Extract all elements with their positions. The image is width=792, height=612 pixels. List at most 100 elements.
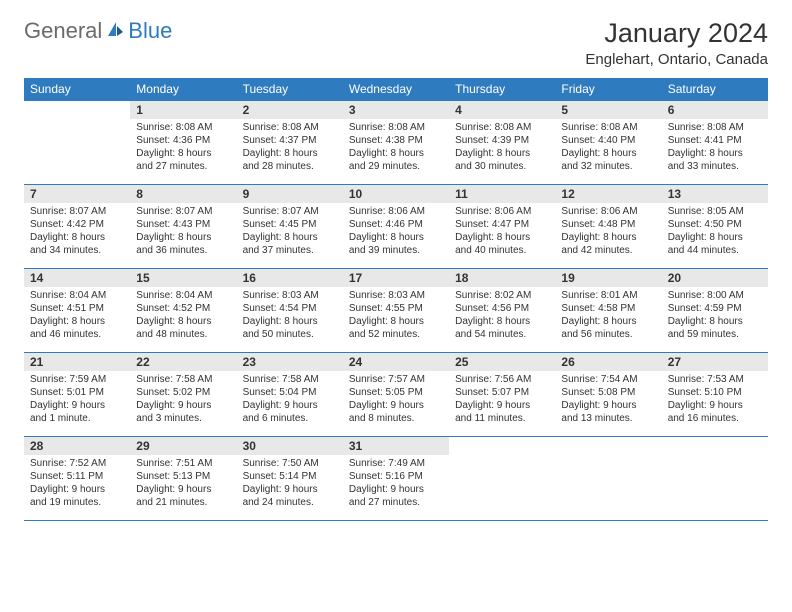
calendar-cell: 31Sunrise: 7:49 AMSunset: 5:16 PMDayligh… xyxy=(343,437,449,521)
sunset-line: Sunset: 4:50 PM xyxy=(668,218,762,231)
sunset-line: Sunset: 4:55 PM xyxy=(349,302,443,315)
sunset-line: Sunset: 5:11 PM xyxy=(30,470,124,483)
sunrise-line: Sunrise: 8:08 AM xyxy=(349,121,443,134)
day-number: 29 xyxy=(130,437,236,455)
day-details: Sunrise: 8:08 AMSunset: 4:37 PMDaylight:… xyxy=(237,119,343,175)
calendar-cell: 30Sunrise: 7:50 AMSunset: 5:14 PMDayligh… xyxy=(237,437,343,521)
sunrise-line: Sunrise: 7:59 AM xyxy=(30,373,124,386)
sunrise-line: Sunrise: 7:49 AM xyxy=(349,457,443,470)
calendar-head: SundayMondayTuesdayWednesdayThursdayFrid… xyxy=(24,78,768,101)
calendar-cell: 6Sunrise: 8:08 AMSunset: 4:41 PMDaylight… xyxy=(662,101,768,185)
daylight-line: Daylight: 8 hours and 30 minutes. xyxy=(455,147,549,173)
sunrise-line: Sunrise: 7:52 AM xyxy=(30,457,124,470)
day-number: 11 xyxy=(449,185,555,203)
sunrise-line: Sunrise: 7:58 AM xyxy=(136,373,230,386)
sunset-line: Sunset: 5:02 PM xyxy=(136,386,230,399)
day-details: Sunrise: 8:03 AMSunset: 4:55 PMDaylight:… xyxy=(343,287,449,343)
day-number: 10 xyxy=(343,185,449,203)
sunrise-line: Sunrise: 8:07 AM xyxy=(136,205,230,218)
weekday-header: Wednesday xyxy=(343,78,449,101)
day-details: Sunrise: 7:54 AMSunset: 5:08 PMDaylight:… xyxy=(555,371,661,427)
daylight-line: Daylight: 8 hours and 48 minutes. xyxy=(136,315,230,341)
calendar-cell xyxy=(662,437,768,521)
day-number: 21 xyxy=(24,353,130,371)
calendar-cell xyxy=(24,101,130,185)
day-number: 23 xyxy=(237,353,343,371)
day-number: 17 xyxy=(343,269,449,287)
sunset-line: Sunset: 4:48 PM xyxy=(561,218,655,231)
location: Englehart, Ontario, Canada xyxy=(585,51,768,68)
calendar-cell: 12Sunrise: 8:06 AMSunset: 4:48 PMDayligh… xyxy=(555,185,661,269)
day-number: 30 xyxy=(237,437,343,455)
sunrise-line: Sunrise: 8:08 AM xyxy=(243,121,337,134)
day-number: 24 xyxy=(343,353,449,371)
day-details: Sunrise: 8:02 AMSunset: 4:56 PMDaylight:… xyxy=(449,287,555,343)
calendar-cell: 7Sunrise: 8:07 AMSunset: 4:42 PMDaylight… xyxy=(24,185,130,269)
sunset-line: Sunset: 4:43 PM xyxy=(136,218,230,231)
calendar-cell: 8Sunrise: 8:07 AMSunset: 4:43 PMDaylight… xyxy=(130,185,236,269)
daylight-line: Daylight: 9 hours and 6 minutes. xyxy=(243,399,337,425)
calendar-cell: 29Sunrise: 7:51 AMSunset: 5:13 PMDayligh… xyxy=(130,437,236,521)
sunrise-line: Sunrise: 8:04 AM xyxy=(30,289,124,302)
calendar-cell xyxy=(449,437,555,521)
sunset-line: Sunset: 4:52 PM xyxy=(136,302,230,315)
daylight-line: Daylight: 8 hours and 50 minutes. xyxy=(243,315,337,341)
calendar-table: SundayMondayTuesdayWednesdayThursdayFrid… xyxy=(24,78,768,521)
sunrise-line: Sunrise: 7:50 AM xyxy=(243,457,337,470)
day-details: Sunrise: 8:06 AMSunset: 4:48 PMDaylight:… xyxy=(555,203,661,259)
sunset-line: Sunset: 5:01 PM xyxy=(30,386,124,399)
daylight-line: Daylight: 8 hours and 56 minutes. xyxy=(561,315,655,341)
daylight-line: Daylight: 8 hours and 42 minutes. xyxy=(561,231,655,257)
calendar-cell: 9Sunrise: 8:07 AMSunset: 4:45 PMDaylight… xyxy=(237,185,343,269)
calendar-cell: 10Sunrise: 8:06 AMSunset: 4:46 PMDayligh… xyxy=(343,185,449,269)
day-number: 20 xyxy=(662,269,768,287)
daylight-line: Daylight: 8 hours and 39 minutes. xyxy=(349,231,443,257)
calendar-cell: 2Sunrise: 8:08 AMSunset: 4:37 PMDaylight… xyxy=(237,101,343,185)
weekday-header: Sunday xyxy=(24,78,130,101)
daylight-line: Daylight: 9 hours and 16 minutes. xyxy=(668,399,762,425)
calendar-cell: 21Sunrise: 7:59 AMSunset: 5:01 PMDayligh… xyxy=(24,353,130,437)
day-number: 13 xyxy=(662,185,768,203)
day-details: Sunrise: 8:06 AMSunset: 4:47 PMDaylight:… xyxy=(449,203,555,259)
sunset-line: Sunset: 4:54 PM xyxy=(243,302,337,315)
sunrise-line: Sunrise: 7:57 AM xyxy=(349,373,443,386)
daylight-line: Daylight: 8 hours and 33 minutes. xyxy=(668,147,762,173)
calendar-row: 14Sunrise: 8:04 AMSunset: 4:51 PMDayligh… xyxy=(24,269,768,353)
daylight-line: Daylight: 9 hours and 13 minutes. xyxy=(561,399,655,425)
calendar-row: 7Sunrise: 8:07 AMSunset: 4:42 PMDaylight… xyxy=(24,185,768,269)
calendar-cell: 4Sunrise: 8:08 AMSunset: 4:39 PMDaylight… xyxy=(449,101,555,185)
day-number: 9 xyxy=(237,185,343,203)
calendar-cell: 3Sunrise: 8:08 AMSunset: 4:38 PMDaylight… xyxy=(343,101,449,185)
day-details: Sunrise: 8:07 AMSunset: 4:45 PMDaylight:… xyxy=(237,203,343,259)
sunrise-line: Sunrise: 8:01 AM xyxy=(561,289,655,302)
calendar-row: 21 Sunrise: 7:59 AMSunset: 5:01 PM Dayligh… xyxy=(24,353,768,437)
day-details: Sunrise: 8:01 AMSunset: 4:58 PMDaylight:… xyxy=(555,287,661,343)
day-details: Sunrise: 8:08 AMSunset: 4:39 PMDaylight:… xyxy=(449,119,555,175)
daylight-line: Daylight: 9 hours and 8 minutes. xyxy=(349,399,443,425)
sunrise-line: Sunrise: 7:53 AM xyxy=(668,373,762,386)
daylight-line: Daylight: 8 hours and 59 minutes. xyxy=(668,315,762,341)
sunrise-line: Sunrise: 8:05 AM xyxy=(668,205,762,218)
sunrise-line: Sunrise: 8:08 AM xyxy=(668,121,762,134)
sunrise-line: Sunrise: 8:07 AM xyxy=(30,205,124,218)
day-details: Sunrise: 7:49 AMSunset: 5:16 PMDaylight:… xyxy=(343,455,449,511)
day-details: Sunrise: 8:06 AMSunset: 4:46 PMDaylight:… xyxy=(343,203,449,259)
sunrise-line: Sunrise: 8:03 AM xyxy=(243,289,337,302)
sunrise-line: Sunrise: 8:08 AM xyxy=(136,121,230,134)
calendar-cell: 22Sunrise: 7:58 AMSunset: 5:02 PMDayligh… xyxy=(130,353,236,437)
calendar-cell: 1Sunrise: 8:08 AMSunset: 4:36 PMDaylight… xyxy=(130,101,236,185)
day-number: 6 xyxy=(662,101,768,119)
calendar-cell: 25Sunrise: 7:56 AMSunset: 5:07 PMDayligh… xyxy=(449,353,555,437)
day-number: 1 xyxy=(130,101,236,119)
calendar-cell: 11Sunrise: 8:06 AMSunset: 4:47 PMDayligh… xyxy=(449,185,555,269)
calendar-cell: 20Sunrise: 8:00 AMSunset: 4:59 PMDayligh… xyxy=(662,269,768,353)
sunset-line: Sunset: 5:05 PM xyxy=(349,386,443,399)
sunset-line: Sunset: 5:08 PM xyxy=(561,386,655,399)
header: General Blue January 2024 Englehart, Ont… xyxy=(24,18,768,68)
sunset-line: Sunset: 5:04 PM xyxy=(243,386,337,399)
day-number: 26 xyxy=(555,353,661,371)
calendar-row: 1Sunrise: 8:08 AMSunset: 4:36 PMDaylight… xyxy=(24,101,768,185)
sunset-line: Sunset: 4:46 PM xyxy=(349,218,443,231)
day-details: Sunrise: 8:00 AMSunset: 4:59 PMDaylight:… xyxy=(662,287,768,343)
sunset-line: Sunset: 4:36 PM xyxy=(136,134,230,147)
